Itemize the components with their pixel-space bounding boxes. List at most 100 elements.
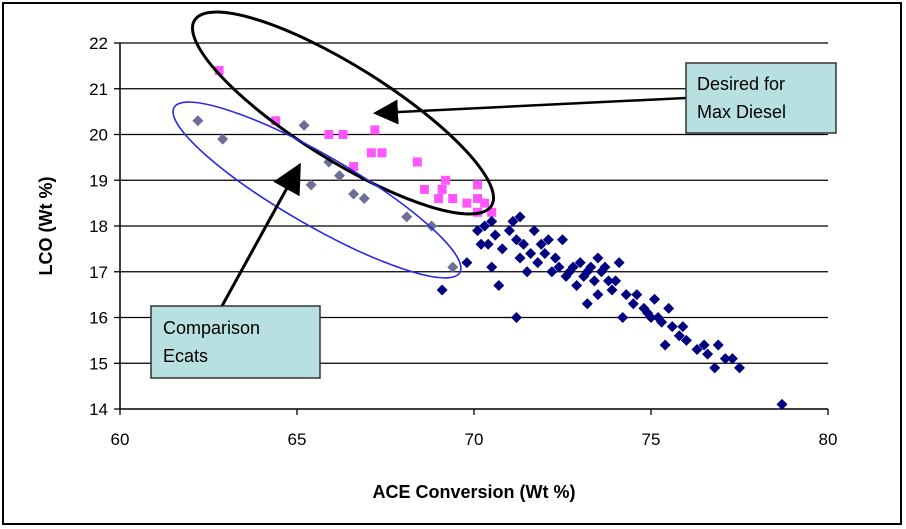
data-point-diamond [734,362,745,374]
data-point-diamond [447,261,459,273]
data-point-diamond [479,220,491,232]
data-point-diamond [649,293,661,305]
x-axis-title: ACE Conversion (Wt %) [372,482,575,502]
data-point-diamond [518,238,530,250]
data-point-square [473,194,483,204]
data-point-diamond [486,261,498,273]
data-point-square [349,162,359,172]
data-point-diamond [627,298,639,310]
data-point-square [338,130,348,139]
data-point-diamond [709,362,721,374]
data-point-diamond [645,312,657,323]
x-tick-labels: 60 65 70 75 80 [111,430,838,449]
data-point-square [448,194,458,204]
data-point-diamond [546,266,558,278]
comparison-arrow [220,162,301,307]
data-point-diamond [567,261,579,273]
max-diesel-line2: Max Diesel [697,102,786,122]
data-point-diamond [348,188,360,200]
data-point-diamond [401,211,413,223]
data-point-diamond [542,234,554,246]
data-point-diamond [298,119,310,131]
data-point-diamond [514,211,526,223]
data-point-diamond [592,289,604,301]
axes [114,42,829,415]
data-point-diamond [461,257,473,269]
data-point-diamond [493,279,505,291]
data-point-diamond [333,170,345,182]
comparison-line2: Ecats [163,346,208,366]
data-point-diamond [486,215,498,227]
data-point-diamond [525,247,537,259]
data-point-square [434,194,444,204]
data-point-diamond [588,275,600,287]
max-diesel-ellipse [191,10,495,216]
data-point-diamond [472,225,484,237]
data-point-diamond [553,261,565,273]
data-point-diamond [663,302,675,314]
data-point-diamond [673,330,685,342]
x-tick-label: 80 [819,430,838,449]
data-point-diamond [539,247,551,259]
data-point-square [487,207,497,217]
y-tick-label: 21 [89,80,108,99]
data-point-diamond [726,353,738,365]
data-point-square [324,130,334,139]
data-point-diamond [475,238,487,250]
y-tick-labels: 14 15 16 17 18 19 20 21 22 [89,34,108,419]
data-point-diamond [702,348,714,360]
data-point-diamond [532,257,544,269]
data-point-square [271,116,281,126]
data-point-diamond [436,284,448,296]
comparison-callout: Comparison Ecats [150,305,321,379]
data-point-diamond [489,229,501,241]
x-tick-label: 75 [642,430,661,449]
y-tick-label: 14 [89,400,108,419]
data-point-diamond [510,312,522,323]
data-point-square [462,198,472,208]
data-point-diamond [557,234,568,246]
data-point-square [377,148,387,158]
data-point-square [412,157,422,167]
x-tick-label: 70 [465,430,484,449]
data-point-diamond [482,238,494,250]
max-diesel-line1: Desired for [697,74,785,94]
y-tick-label: 18 [89,217,108,236]
comparison-line1: Comparison [163,318,260,338]
data-point-diamond [514,252,526,264]
x-tick-label: 65 [288,430,307,449]
data-point-diamond [691,344,703,356]
y-tick-label: 20 [89,126,108,145]
y-axis-title: LCO (Wt %) [36,177,56,276]
data-point-square [370,125,380,135]
data-point-diamond [426,220,438,232]
data-point-diamond [606,284,618,296]
y-tick-label: 19 [89,171,108,190]
max-diesel-arrow [373,96,687,125]
data-point-square [437,184,447,194]
data-point-diamond [521,266,533,278]
data-point-diamond [358,193,370,205]
x-tick-label: 60 [111,430,130,449]
data-point-diamond [656,316,668,328]
data-point-diamond [776,398,788,410]
data-point-diamond [613,257,625,269]
data-point-diamond [599,261,611,273]
data-point-diamond [535,238,547,250]
max-diesel-callout: Desired for Max Diesel [685,62,837,134]
data-point-diamond [585,261,597,273]
data-point-diamond [581,298,593,310]
data-point-diamond [666,321,678,333]
data-point-diamond [507,215,519,227]
data-point-diamond [305,179,317,191]
data-point-diamond [217,133,229,145]
data-point-diamond [592,252,604,264]
data-point-diamond [571,279,583,291]
data-point-diamond [698,339,710,351]
comparison-ecats-ellipse [172,101,462,279]
y-tick-label: 16 [89,309,108,328]
data-point-diamond [610,275,622,287]
y-tick-label: 17 [89,263,108,282]
data-point-diamond [719,353,731,365]
data-point-diamond [620,289,632,301]
